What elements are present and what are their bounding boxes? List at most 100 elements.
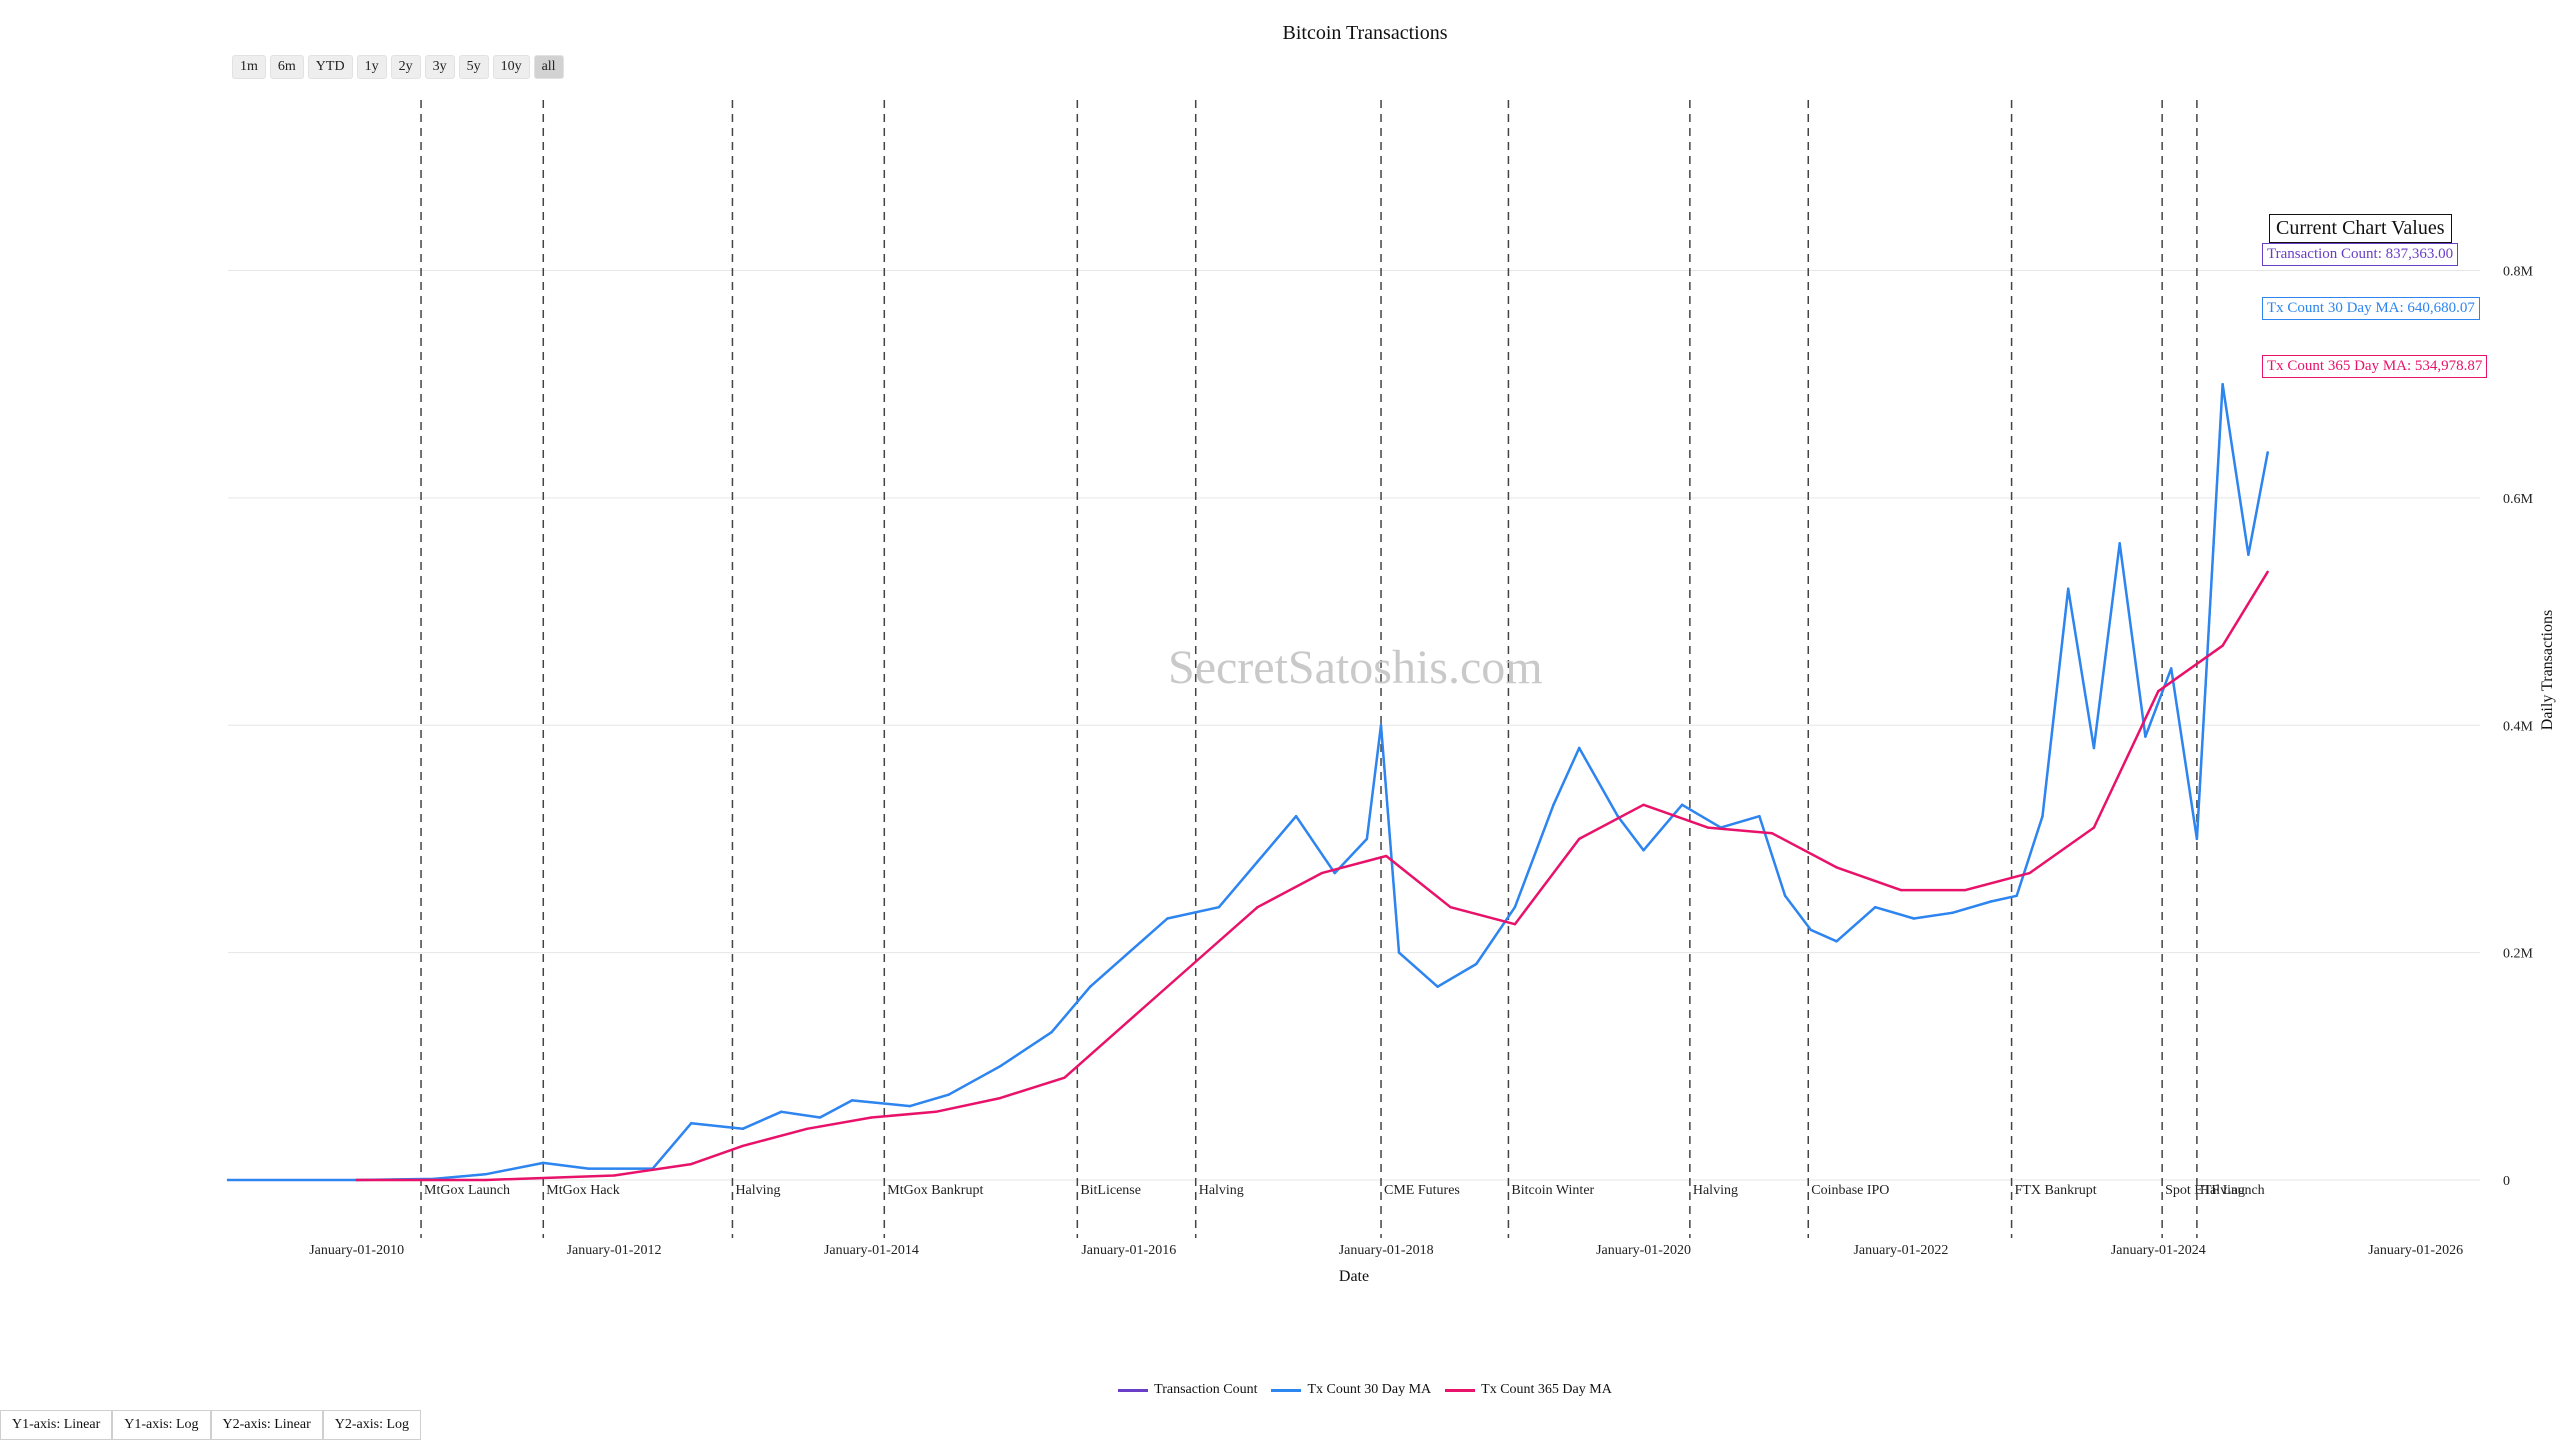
x-tick-label: January-01-2014 bbox=[824, 1243, 919, 1258]
axis-button-y2-axis-linear[interactable]: Y2-axis: Linear bbox=[210, 1410, 323, 1440]
x-tick-label: January-01-2018 bbox=[1339, 1243, 1434, 1258]
data-point bbox=[1217, 905, 1221, 909]
current-ma30: Tx Count 30 Day MA: 640,680.07 bbox=[2262, 297, 2480, 320]
data-point bbox=[1835, 940, 1838, 943]
data-point bbox=[1050, 1031, 1053, 1034]
data-point bbox=[1809, 928, 1813, 932]
series-line-1 bbox=[228, 383, 2269, 1181]
data-point bbox=[2221, 383, 2224, 386]
data-point bbox=[2067, 587, 2070, 591]
current-ma365: Tx Count 365 Day MA: 534,978.87 bbox=[2262, 355, 2488, 378]
series-line-3 bbox=[356, 571, 2269, 1182]
data-point bbox=[1384, 854, 1388, 858]
data-point bbox=[1191, 962, 1195, 966]
data-point bbox=[780, 1110, 783, 1113]
data-point bbox=[612, 1174, 616, 1177]
data-point bbox=[355, 1178, 358, 1182]
x-tick-label: January-01-2016 bbox=[1081, 1243, 1176, 1258]
data-point bbox=[2221, 644, 2224, 647]
data-point bbox=[870, 1116, 873, 1119]
x-tick-label: January-01-2010 bbox=[309, 1243, 404, 1258]
event-label: Halving bbox=[2200, 1183, 2245, 1198]
y-tick-label: 0 bbox=[2503, 1174, 2510, 1189]
data-point bbox=[1680, 803, 1684, 807]
data-point bbox=[2028, 871, 2031, 875]
legend-item[interactable]: Tx Count 30 Day MA bbox=[1271, 1382, 1431, 1398]
data-point bbox=[1552, 803, 1555, 807]
axis-button-y1-axis-log[interactable]: Y1-axis: Log bbox=[112, 1410, 211, 1440]
data-point bbox=[1127, 951, 1131, 954]
data-point bbox=[2118, 542, 2121, 545]
event-label: CME Futures bbox=[1384, 1183, 1460, 1198]
data-point bbox=[1642, 803, 1645, 807]
data-point bbox=[1771, 832, 1774, 835]
range-button-2y[interactable]: 2y bbox=[390, 55, 421, 79]
data-point bbox=[1578, 746, 1581, 750]
data-point bbox=[587, 1167, 590, 1170]
event-label: Spot ETF Launch bbox=[2165, 1183, 2265, 1198]
data-point bbox=[2092, 826, 2096, 829]
range-button-3y[interactable]: 3y bbox=[424, 55, 455, 79]
data-point bbox=[2144, 735, 2147, 738]
data-point bbox=[1256, 860, 1259, 863]
data-point bbox=[690, 1121, 693, 1125]
data-point bbox=[2195, 837, 2199, 841]
range-selector: 1m 6m YTD 1y 2y 3y 5y 10y all bbox=[232, 55, 564, 79]
y-axis-title: Daily Transactions bbox=[2539, 610, 2556, 730]
data-point bbox=[1758, 815, 1761, 818]
data-point bbox=[1333, 871, 1336, 875]
current-values-title: Current Chart Values bbox=[2269, 214, 2452, 243]
data-point bbox=[1873, 905, 1877, 909]
data-point bbox=[1449, 905, 1452, 909]
legend-swatch bbox=[1118, 1388, 1149, 1392]
event-label: MtGox Hack bbox=[546, 1183, 620, 1198]
data-point bbox=[1835, 866, 1838, 869]
data-point bbox=[1397, 951, 1401, 954]
data-point bbox=[2266, 570, 2269, 573]
y-tick-label: 0.2M bbox=[2503, 947, 2534, 962]
legend-label: Transaction Count bbox=[1154, 1382, 1258, 1397]
data-point bbox=[818, 1116, 822, 1119]
y-tick-label: 0.4M bbox=[2503, 719, 2534, 734]
data-point bbox=[1964, 888, 1967, 892]
range-button-all[interactable]: all bbox=[533, 55, 564, 79]
event-label: MtGox Bankrupt bbox=[887, 1183, 983, 1198]
data-point bbox=[998, 1065, 1002, 1068]
range-button-10y[interactable]: 10y bbox=[492, 55, 530, 79]
data-point bbox=[947, 1093, 950, 1096]
data-point bbox=[542, 1161, 545, 1165]
data-point bbox=[1063, 1076, 1066, 1079]
axis-button-y2-axis-log[interactable]: Y2-axis: Log bbox=[322, 1410, 422, 1440]
data-point bbox=[741, 1127, 744, 1131]
range-button-5y[interactable]: 5y bbox=[458, 55, 489, 79]
data-point bbox=[934, 1110, 937, 1113]
range-button-1y[interactable]: 1y bbox=[356, 55, 387, 79]
range-button-ytd[interactable]: YTD bbox=[307, 55, 353, 79]
data-point bbox=[1706, 826, 1710, 829]
y-tick-label: 0.8M bbox=[2503, 265, 2534, 280]
data-point bbox=[2169, 667, 2173, 670]
range-button-1m[interactable]: 1m bbox=[232, 55, 266, 79]
data-point bbox=[998, 1096, 1002, 1100]
data-point bbox=[1783, 894, 1787, 897]
data-point bbox=[2041, 815, 2044, 818]
current-tx-count: Transaction Count: 837,363.00 bbox=[2262, 243, 2459, 266]
data-point bbox=[1379, 724, 1383, 727]
data-point bbox=[1912, 917, 1915, 920]
axis-button-y1-axis-linear[interactable]: Y1-axis: Linear bbox=[0, 1410, 113, 1440]
data-point bbox=[690, 1162, 693, 1166]
data-point bbox=[1365, 837, 1369, 841]
event-label: Coinbase IPO bbox=[1811, 1183, 1889, 1198]
range-button-6m[interactable]: 6m bbox=[269, 55, 304, 79]
event-label: Halving bbox=[1199, 1183, 1244, 1198]
legend-item[interactable]: Transaction Count bbox=[1118, 1382, 1257, 1398]
data-point bbox=[484, 1173, 487, 1176]
x-tick-label: January-01-2026 bbox=[2368, 1243, 2463, 1258]
legend-swatch bbox=[1445, 1388, 1476, 1392]
legend-swatch bbox=[1271, 1388, 1302, 1392]
data-point bbox=[850, 1099, 854, 1102]
series-line-2 bbox=[228, 382, 2269, 1182]
event-label: Bitcoin Winter bbox=[1511, 1183, 1594, 1198]
legend-item[interactable]: Tx Count 365 Day MA bbox=[1445, 1382, 1612, 1398]
